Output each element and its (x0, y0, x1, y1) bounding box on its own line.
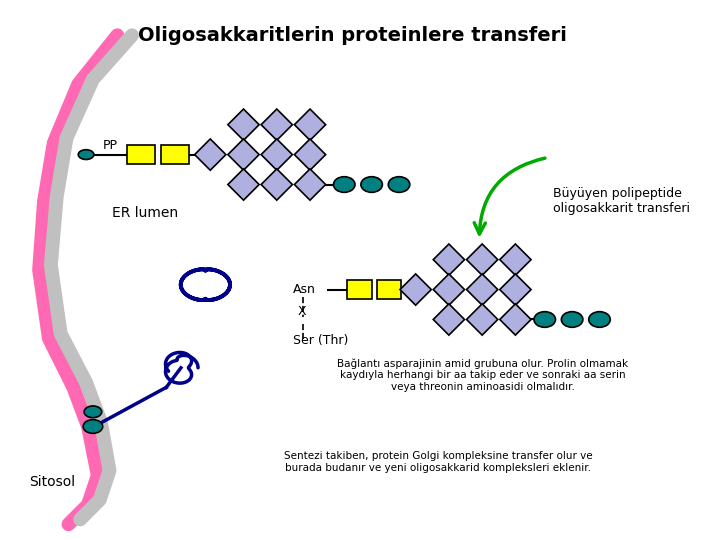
Polygon shape (228, 109, 259, 140)
Text: Büyüyen polipeptide
oligosakkarit transferi: Büyüyen polipeptide oligosakkarit transf… (552, 187, 690, 215)
Polygon shape (433, 244, 464, 275)
Polygon shape (261, 139, 292, 170)
Polygon shape (467, 244, 498, 275)
Ellipse shape (589, 312, 611, 327)
Text: Asn: Asn (293, 283, 316, 296)
Ellipse shape (388, 177, 410, 192)
Polygon shape (500, 274, 531, 305)
Text: Oligosakkaritlerin proteinlere transferi: Oligosakkaritlerin proteinlere transferi (138, 25, 567, 44)
Polygon shape (433, 304, 464, 335)
Text: ER lumen: ER lumen (112, 206, 179, 220)
Polygon shape (261, 169, 292, 200)
Ellipse shape (534, 312, 556, 327)
Ellipse shape (78, 150, 94, 159)
FancyBboxPatch shape (127, 145, 155, 164)
Text: Sentezi takiben, protein Golgi kompleksine transfer olur ve
burada budanır ve ye: Sentezi takiben, protein Golgi kompleksi… (284, 451, 593, 472)
Polygon shape (500, 244, 531, 275)
Polygon shape (228, 169, 259, 200)
Polygon shape (294, 169, 325, 200)
Text: Ser (Thr): Ser (Thr) (293, 334, 348, 347)
Polygon shape (467, 304, 498, 335)
Polygon shape (400, 274, 431, 305)
Polygon shape (294, 109, 325, 140)
Polygon shape (467, 274, 498, 305)
Text: X: X (297, 305, 306, 318)
Text: Bağlantı asparajinin amid grubuna olur. Prolin olmamak
kaydıyla herhangi bir aa : Bağlantı asparajinin amid grubuna olur. … (338, 358, 629, 392)
Ellipse shape (562, 312, 583, 327)
Polygon shape (433, 274, 464, 305)
Polygon shape (261, 109, 292, 140)
FancyBboxPatch shape (347, 280, 372, 299)
Polygon shape (294, 139, 325, 170)
Text: PP: PP (103, 139, 117, 152)
Ellipse shape (83, 420, 103, 433)
Polygon shape (194, 139, 226, 170)
Ellipse shape (333, 177, 355, 192)
Polygon shape (228, 139, 259, 170)
Polygon shape (500, 304, 531, 335)
Ellipse shape (84, 406, 102, 417)
Ellipse shape (361, 177, 382, 192)
FancyBboxPatch shape (377, 280, 401, 299)
FancyBboxPatch shape (161, 145, 189, 164)
Text: Sitosol: Sitosol (30, 475, 76, 489)
